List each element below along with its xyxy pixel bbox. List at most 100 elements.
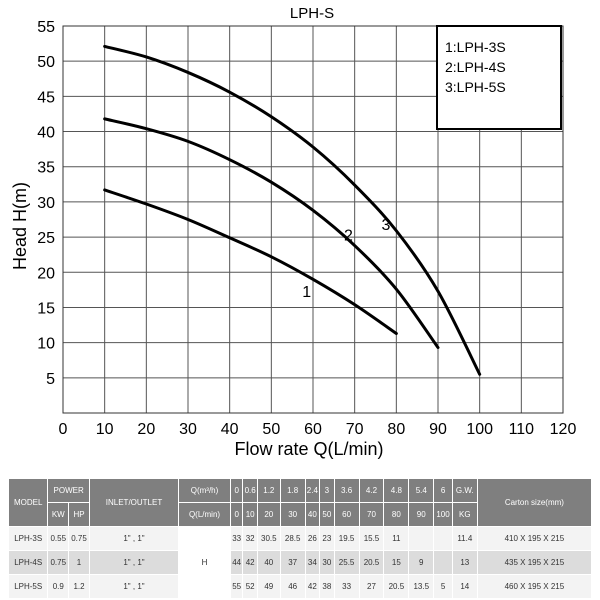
carton-header: Carton size(mm) xyxy=(476,478,593,527)
x-tick-label: 120 xyxy=(550,421,577,438)
head-cell: 26 xyxy=(304,526,321,551)
gw-cell: 14 xyxy=(451,574,478,599)
head-cell: 15 xyxy=(383,550,410,575)
table-row: LPH-3S 0.55 0.75 1" , 1" H 33 32 30.5 28… xyxy=(7,526,593,599)
inlet-cell: 1" , 1" xyxy=(88,526,180,551)
q-lmin-value: 30 xyxy=(279,502,306,527)
head-cell xyxy=(433,526,453,551)
hp-cell: 1.2 xyxy=(68,574,90,599)
q-m3h-value: 4.8 xyxy=(383,478,410,503)
inlet-outlet-header: INLET/OUTLET xyxy=(88,478,180,527)
y-tick-label: 10 xyxy=(37,336,55,353)
x-tick-label: 70 xyxy=(346,421,364,438)
q-m3h-value: 6 xyxy=(433,478,453,503)
carton-cell: 460 X 195 X 215 xyxy=(476,574,593,599)
x-tick-label: 60 xyxy=(304,421,322,438)
y-tick-label: 35 xyxy=(37,160,55,177)
head-cell: 38 xyxy=(319,574,335,599)
q-lmin-value: 50 xyxy=(319,502,335,527)
legend-item-1: 1:LPH-3S xyxy=(445,39,506,55)
q-lmin-value: 10 xyxy=(242,502,258,527)
hp-header: HP xyxy=(68,502,90,527)
curve-label-3: 3 xyxy=(381,217,390,234)
head-cell: 32 xyxy=(242,526,258,551)
q-m3h-value: 2.4 xyxy=(304,478,321,503)
q-lmin-value: 100 xyxy=(433,502,453,527)
curve-label-1: 1 xyxy=(302,284,311,301)
y-tick-label: 20 xyxy=(37,265,55,282)
carton-cell: 435 X 195 X 215 xyxy=(476,550,593,575)
h-label-cell: H xyxy=(178,526,231,599)
legend-item-2: 2:LPH-4S xyxy=(445,59,506,75)
q-m3h-header: Q(m³/h) xyxy=(178,478,231,503)
model-cell: LPH-5S xyxy=(7,574,49,599)
x-tick-label: 10 xyxy=(96,421,114,438)
chart-title: LPH-S xyxy=(290,5,334,22)
gw-cell: 11.4 xyxy=(451,526,478,551)
curve-3 xyxy=(103,44,482,376)
hp-cell: 1 xyxy=(68,550,90,575)
kw-cell: 0.9 xyxy=(47,574,70,599)
q-lmin-header: Q(L/min) xyxy=(178,502,231,527)
q-lmin-value: 0 xyxy=(229,502,244,527)
x-tick-label: 50 xyxy=(262,421,280,438)
performance-curves: 1 2 3 xyxy=(103,44,482,376)
y-tick-label: 50 xyxy=(37,54,55,71)
inlet-cell: 1" , 1" xyxy=(88,550,180,575)
head-cell: 30 xyxy=(319,550,335,575)
table-row: LPH-4S 0.75 1 1" , 1" 44 42 40 37 34 30 … xyxy=(7,550,593,575)
curve-label-2: 2 xyxy=(344,228,353,245)
head-cell: 40 xyxy=(256,550,281,575)
y-tick-label: 15 xyxy=(37,300,55,317)
q-lmin-value: 90 xyxy=(408,502,435,527)
curve-2 xyxy=(103,117,440,350)
model-cell: LPH-3S xyxy=(7,526,49,551)
kw-header: KW xyxy=(47,502,70,527)
head-cell: 20.5 xyxy=(383,574,410,599)
x-tick-label: 90 xyxy=(429,421,447,438)
head-cell: 46 xyxy=(279,574,306,599)
q-m3h-value: 1.8 xyxy=(279,478,306,503)
y-tick-label: 30 xyxy=(37,195,55,212)
q-lmin-value: 20 xyxy=(256,502,281,527)
head-cell: 5 xyxy=(433,574,453,599)
curve-1 xyxy=(103,188,398,335)
gw-cell: 13 xyxy=(451,550,478,575)
q-m3h-value: 1.2 xyxy=(256,478,281,503)
head-cell: 20.5 xyxy=(358,550,385,575)
head-cell: 42 xyxy=(242,550,258,575)
head-cell: 34 xyxy=(304,550,321,575)
x-tick-label: 110 xyxy=(509,421,535,438)
hp-cell: 0.75 xyxy=(68,526,90,551)
x-tick-label: 30 xyxy=(179,421,197,438)
head-cell: 19.5 xyxy=(333,526,360,551)
q-m3h-value: 3.6 xyxy=(333,478,360,503)
pump-spec-table: MODEL POWER INLET/OUTLET Q(m³/h) 0 0.6 1… xyxy=(7,478,593,599)
head-cell: 23 xyxy=(319,526,335,551)
carton-cell: 410 X 195 X 215 xyxy=(476,526,593,551)
q-lmin-value: 40 xyxy=(304,502,321,527)
y-tick-label: 5 xyxy=(46,371,55,388)
x-tick-label: 80 xyxy=(387,421,405,438)
head-cell: 27 xyxy=(358,574,385,599)
model-header: MODEL xyxy=(7,478,49,527)
power-header: POWER xyxy=(47,478,90,503)
tick-labels: 0 10 20 30 40 50 60 70 80 90 100 110 120 5 10 15 20 25 30 3… xyxy=(37,19,576,438)
y-tick-label: 25 xyxy=(37,230,55,247)
q-m3h-value: 0 xyxy=(229,478,244,503)
kw-cell: 0.55 xyxy=(47,526,70,551)
head-cell xyxy=(408,526,435,551)
q-m3h-value: 0.6 xyxy=(242,478,258,503)
q-m3h-value: 3 xyxy=(319,478,335,503)
head-cell: 13.5 xyxy=(408,574,435,599)
head-cell: 33 xyxy=(333,574,360,599)
y-tick-label: 45 xyxy=(37,89,55,106)
head-cell: 30.5 xyxy=(256,526,281,551)
y-tick-label: 40 xyxy=(37,125,55,142)
y-tick-label: 55 xyxy=(37,19,55,36)
head-cell: 55 xyxy=(229,574,244,599)
q-lmin-value: 80 xyxy=(383,502,410,527)
x-tick-label: 40 xyxy=(221,421,239,438)
head-cell: 52 xyxy=(242,574,258,599)
head-cell: 33 xyxy=(229,526,244,551)
